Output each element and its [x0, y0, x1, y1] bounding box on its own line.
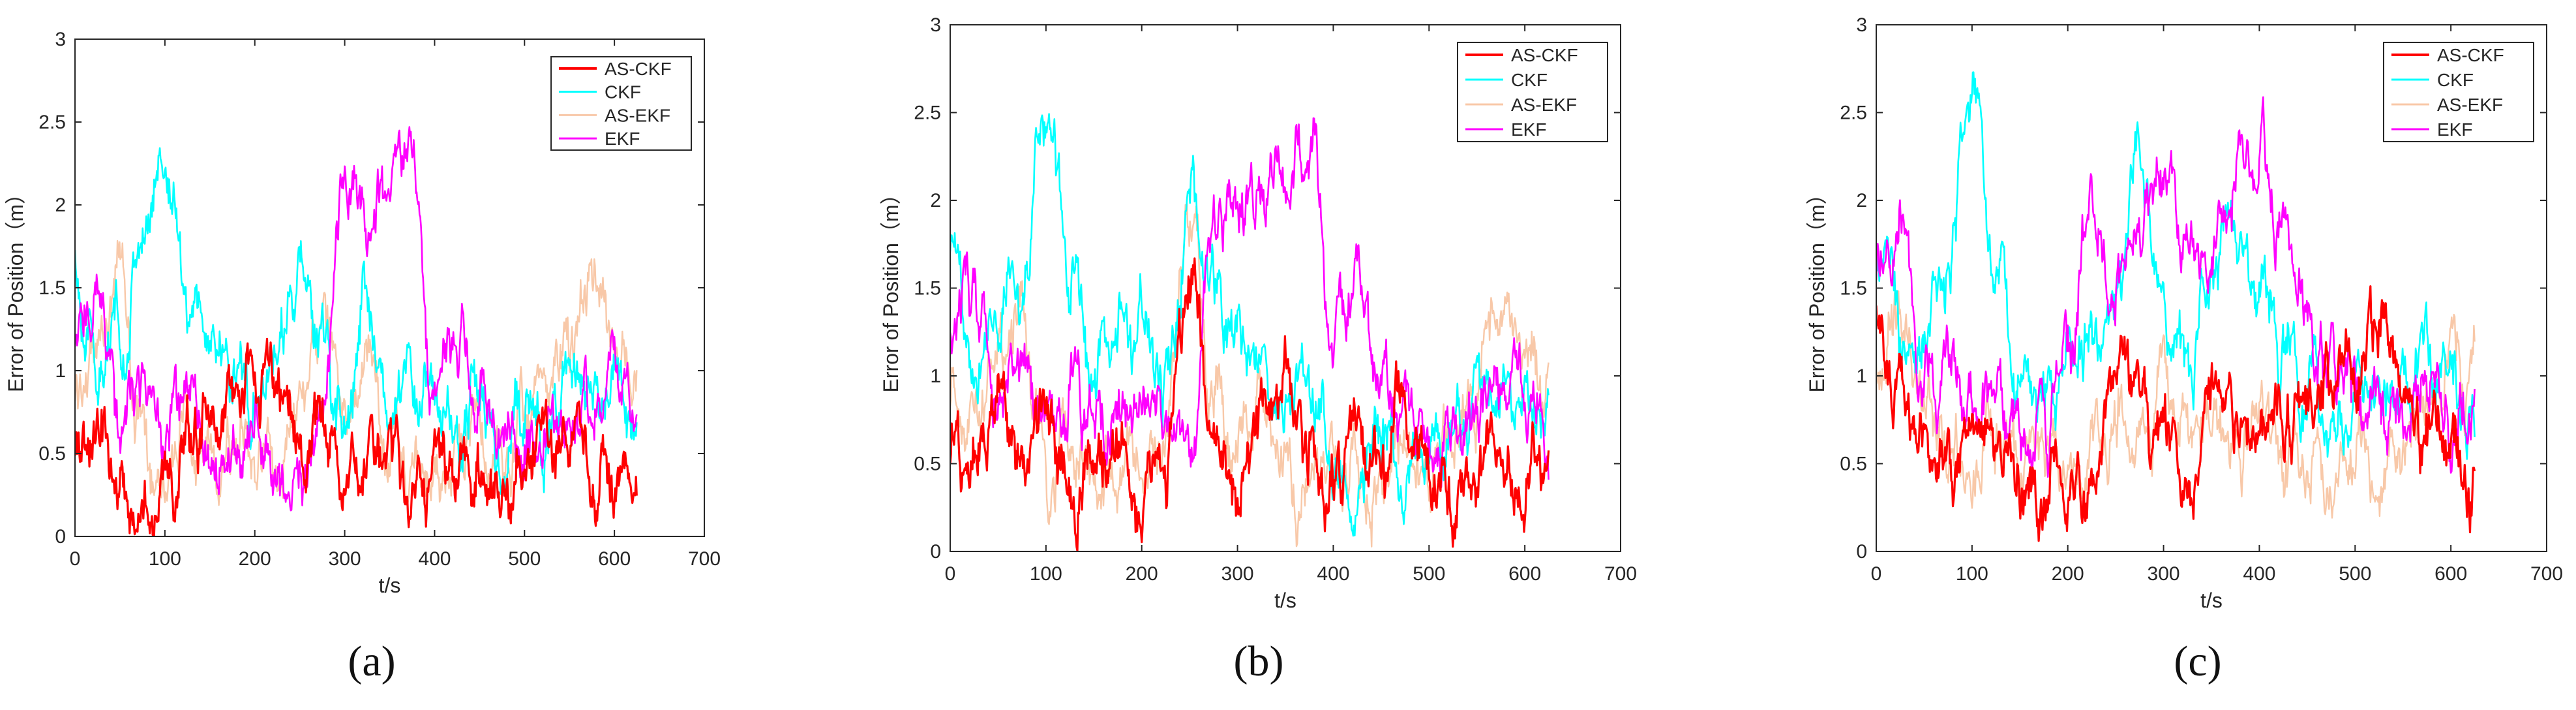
series-lines-c — [1876, 71, 2476, 542]
x-tick-label: 100 — [149, 548, 181, 570]
y-axis-label: Error of Position（m） — [4, 183, 27, 392]
x-tick-label: 600 — [1508, 563, 1541, 585]
x-tick-label: 500 — [1413, 563, 1445, 585]
legend-entry-as-ckf: AS-CKF — [605, 59, 672, 79]
x-tick-label: 300 — [1221, 563, 1254, 585]
y-axis-label: Error of Position（m） — [1805, 183, 1829, 392]
y-tick-label: 0.5 — [914, 454, 941, 475]
x-tick-label: 500 — [2339, 563, 2371, 585]
legend-entry-as-ekf: AS-EKF — [1511, 95, 1577, 115]
x-tick-label: 100 — [1030, 563, 1062, 585]
x-tick-label: 700 — [1604, 563, 1637, 585]
y-tick-label: 2.5 — [914, 102, 941, 124]
x-tick-label: 100 — [1956, 563, 1988, 585]
y-tick-label: 1.5 — [914, 278, 941, 300]
x-axis-label: t/s — [379, 574, 401, 597]
legend-box — [1457, 42, 1608, 142]
y-tick-label: 1.5 — [1840, 278, 1867, 300]
legend-c: AS-CKF CKF AS-EKF EKF — [2383, 42, 2534, 142]
y-tick-label: 0 — [1856, 541, 1867, 563]
y-tick-label: 1 — [1856, 365, 1867, 387]
y-tick-label: 3 — [1856, 14, 1867, 36]
y-tick-label: 0 — [930, 541, 941, 563]
series-line-ekf — [75, 126, 638, 512]
legend-entry-ekf: EKF — [1511, 119, 1546, 140]
x-tick-label: 0 — [945, 563, 956, 585]
y-tick-label: 2.5 — [38, 112, 66, 133]
x-tick-label: 200 — [2052, 563, 2084, 585]
y-tick-label: 1.5 — [38, 277, 66, 299]
series-lines-a — [75, 126, 638, 536]
x-tick-label: 400 — [1317, 563, 1349, 585]
legend-entry-ekf: EKF — [605, 129, 640, 149]
series-lines-b — [950, 113, 1550, 551]
legend-entry-as-ckf: AS-CKF — [1511, 45, 1578, 65]
series-line-as-ckf — [75, 337, 638, 536]
series-line-as-ckf — [1876, 285, 2476, 542]
x-tick-label: 700 — [2530, 563, 2563, 585]
x-tick-label: 200 — [1126, 563, 1158, 585]
series-line-ekf — [1876, 96, 2476, 478]
y-tick-label: 0 — [55, 526, 66, 548]
chart-panel-a: 0 100 200 300 400 500 600 700 0 0.5 1 1.5 2 2.5 3 t/s Er… — [4, 29, 721, 685]
x-tick-label: 700 — [688, 548, 721, 570]
x-tick-label: 300 — [329, 548, 361, 570]
y-tick-label: 1 — [930, 365, 941, 387]
x-tick-label: 300 — [2148, 563, 2180, 585]
y-tick-label: 2 — [55, 194, 66, 216]
y-tick-label: 3 — [930, 14, 941, 36]
y-tick-label: 2 — [930, 190, 941, 211]
y-tick-label: 0.5 — [1840, 454, 1867, 475]
y-tick-label: 1 — [55, 360, 66, 382]
y-tick-label: 2.5 — [1840, 102, 1867, 124]
x-tick-label: 0 — [70, 548, 81, 570]
legend-box — [2383, 42, 2534, 142]
series-line-as-ckf — [950, 257, 1550, 551]
series-line-ekf — [950, 117, 1550, 488]
y-axis-label: Error of Position（m） — [879, 183, 903, 392]
x-tick-label: 0 — [1871, 563, 1882, 585]
panel-caption-b: (b) — [1234, 638, 1284, 685]
x-tick-label: 400 — [418, 548, 451, 570]
chart-panel-b: 0 100 200 300 400 500 600 700 0 0.5 1 1.5 2 2.5 3 t/s Er… — [879, 14, 1637, 685]
series-line-ckf — [75, 147, 638, 498]
chart-panel-c: 0 100 200 300 400 500 600 700 0 0.5 1 1.5 2 2.5 3 t/s Er… — [1805, 14, 2563, 685]
chart-panels: 0 100 200 300 400 500 600 70000.511.522.53t/sEr… — [4, 14, 2563, 685]
x-tick-label: 500 — [508, 548, 541, 570]
x-axis-label: t/s — [2200, 589, 2223, 612]
legend-entry-as-ekf: AS-EKF — [605, 105, 670, 125]
x-tick-label: 600 — [598, 548, 631, 570]
legend-entry-as-ekf: AS-EKF — [2437, 95, 2503, 115]
legend-entry-ckf: CKF — [2437, 70, 2474, 90]
x-tick-label: 600 — [2434, 563, 2467, 585]
series-line-ckf — [1876, 71, 2476, 460]
y-tick-label: 2 — [1856, 190, 1867, 211]
legend-entry-ckf: CKF — [1511, 70, 1548, 90]
legend-b: AS-CKF CKF AS-EKF EKF — [1457, 42, 1608, 142]
legend-entry-ekf: EKF — [2437, 119, 2472, 140]
panel-caption-c: (c) — [2174, 638, 2221, 685]
x-axis-label: t/s — [1274, 589, 1296, 612]
x-tick-label: 200 — [239, 548, 271, 570]
legend-a: AS-CKF CKF AS-EKF EKF — [550, 56, 692, 151]
x-tick-label: 400 — [2243, 563, 2275, 585]
legend-box — [550, 56, 692, 151]
legend-entry-ckf: CKF — [605, 82, 641, 102]
legend-entry-as-ckf: AS-CKF — [2437, 45, 2504, 65]
panel-caption-a: (a) — [348, 638, 395, 685]
y-tick-label: 3 — [55, 29, 66, 50]
y-tick-label: 0.5 — [38, 443, 66, 465]
